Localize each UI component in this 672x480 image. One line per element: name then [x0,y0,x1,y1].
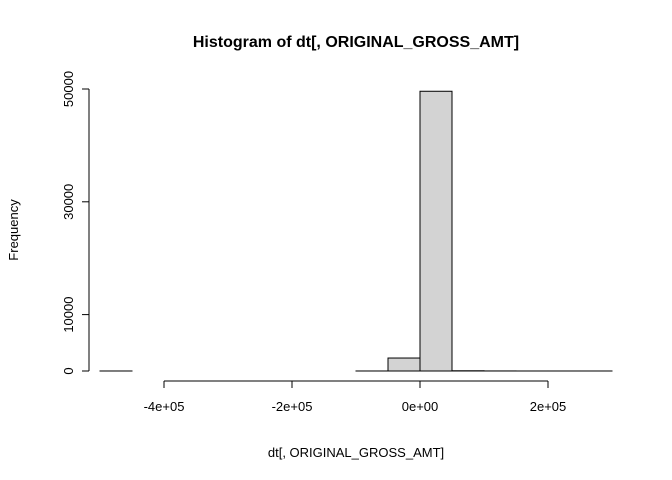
histogram-bar [387,357,421,372]
y-tick-label: 30000 [61,184,76,220]
x-axis: -4e+05 -2e+05 0e+00 2e+05 [144,380,567,414]
x-axis-label: dt[, ORIGINAL_GROSS_AMT] [268,445,444,460]
y-axis: 0 10000 30000 50000 [61,71,90,375]
y-tick-label: 0 [61,367,76,374]
x-tick-label: 0e+00 [402,399,439,414]
chart-title: Histogram of dt[, ORIGINAL_GROSS_AMT] [193,34,519,51]
bars-group [99,90,613,372]
y-tick-label: 10000 [61,297,76,333]
y-axis-label: Frequency [6,199,21,261]
x-tick-label: 2e+05 [530,399,567,414]
y-tick-label: 50000 [61,71,76,107]
histogram-bar [419,90,453,372]
x-tick-label: -2e+05 [272,399,313,414]
x-tick-label: -4e+05 [144,399,185,414]
